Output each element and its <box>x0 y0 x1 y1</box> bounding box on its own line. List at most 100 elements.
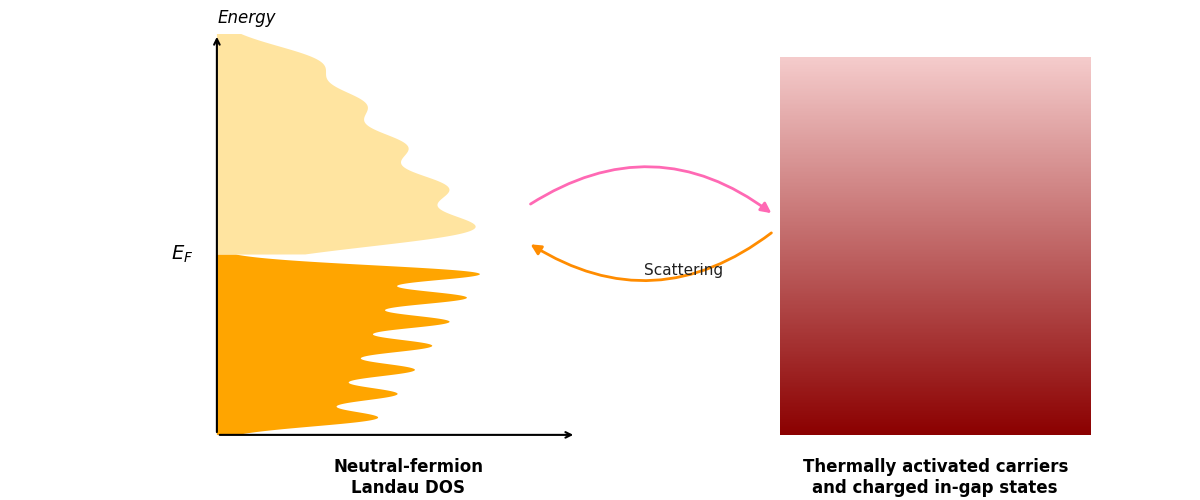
Bar <box>780 143 1091 144</box>
Bar <box>780 174 1091 176</box>
Bar <box>780 61 1091 62</box>
Bar <box>780 58 1091 60</box>
Bar <box>780 160 1091 162</box>
Bar <box>780 115 1091 116</box>
Bar <box>780 356 1091 357</box>
Bar <box>780 226 1091 227</box>
Bar <box>780 296 1091 298</box>
Bar <box>780 299 1091 300</box>
Bar <box>780 421 1091 422</box>
Bar <box>780 319 1091 320</box>
Bar <box>780 434 1091 435</box>
Bar <box>780 162 1091 163</box>
Bar <box>780 108 1091 109</box>
Bar <box>780 251 1091 252</box>
Bar <box>780 109 1091 110</box>
Bar <box>780 177 1091 178</box>
Bar <box>780 172 1091 173</box>
Bar <box>780 272 1091 274</box>
Bar <box>780 309 1091 310</box>
Text: $E_F$: $E_F$ <box>170 244 193 265</box>
Bar <box>780 284 1091 285</box>
Bar <box>780 96 1091 98</box>
Bar <box>780 154 1091 156</box>
Bar <box>780 187 1091 188</box>
Bar <box>780 265 1091 266</box>
Bar <box>780 387 1091 388</box>
Bar <box>780 244 1091 245</box>
Bar <box>780 235 1091 236</box>
Bar <box>780 68 1091 70</box>
Bar <box>780 278 1091 279</box>
Bar <box>780 310 1091 312</box>
Bar <box>780 158 1091 160</box>
Bar <box>780 106 1091 108</box>
Bar <box>780 313 1091 314</box>
Bar <box>780 342 1091 343</box>
Bar <box>780 200 1091 201</box>
Bar <box>780 134 1091 136</box>
Bar <box>780 228 1091 230</box>
Bar <box>780 360 1091 362</box>
Bar <box>780 426 1091 428</box>
Bar <box>780 431 1091 432</box>
Bar <box>780 120 1091 122</box>
Text: Scattering: Scattering <box>644 264 724 278</box>
Bar <box>780 248 1091 250</box>
Bar <box>780 236 1091 238</box>
Bar <box>780 414 1091 416</box>
Bar <box>780 300 1091 302</box>
Bar <box>780 70 1091 71</box>
Bar <box>780 148 1091 149</box>
Bar <box>780 139 1091 140</box>
Bar <box>780 314 1091 316</box>
Bar <box>780 329 1091 330</box>
Bar <box>780 85 1091 86</box>
Bar <box>780 274 1091 275</box>
Bar <box>780 428 1091 430</box>
Bar <box>780 286 1091 288</box>
Bar <box>780 216 1091 217</box>
Bar <box>780 74 1091 75</box>
Bar <box>780 166 1091 167</box>
Bar <box>780 72 1091 74</box>
Bar <box>780 261 1091 262</box>
Bar <box>780 354 1091 356</box>
Bar <box>780 262 1091 264</box>
Bar <box>780 126 1091 128</box>
Bar <box>780 318 1091 319</box>
Bar <box>780 255 1091 256</box>
Bar <box>780 81 1091 82</box>
Bar <box>780 221 1091 222</box>
Bar <box>780 124 1091 126</box>
Bar <box>780 425 1091 426</box>
Bar <box>780 316 1091 318</box>
Bar <box>780 75 1091 76</box>
Bar <box>780 260 1091 261</box>
Bar <box>780 400 1091 401</box>
Bar <box>780 381 1091 382</box>
Bar <box>780 105 1091 106</box>
Bar <box>780 363 1091 364</box>
Bar <box>780 252 1091 254</box>
Bar <box>780 202 1091 203</box>
Bar <box>780 152 1091 153</box>
Bar <box>780 404 1091 406</box>
Bar <box>780 250 1091 251</box>
Bar <box>780 352 1091 353</box>
Bar <box>780 377 1091 378</box>
Polygon shape <box>217 254 480 435</box>
Bar <box>780 422 1091 424</box>
Bar <box>780 432 1091 434</box>
Bar <box>780 90 1091 92</box>
Bar <box>780 295 1091 296</box>
Bar <box>780 306 1091 308</box>
Bar <box>780 347 1091 348</box>
Bar <box>780 368 1091 370</box>
Bar <box>780 188 1091 190</box>
Bar <box>780 234 1091 235</box>
Bar <box>780 144 1091 146</box>
Bar <box>780 149 1091 150</box>
Bar <box>780 176 1091 177</box>
Bar <box>780 378 1091 380</box>
